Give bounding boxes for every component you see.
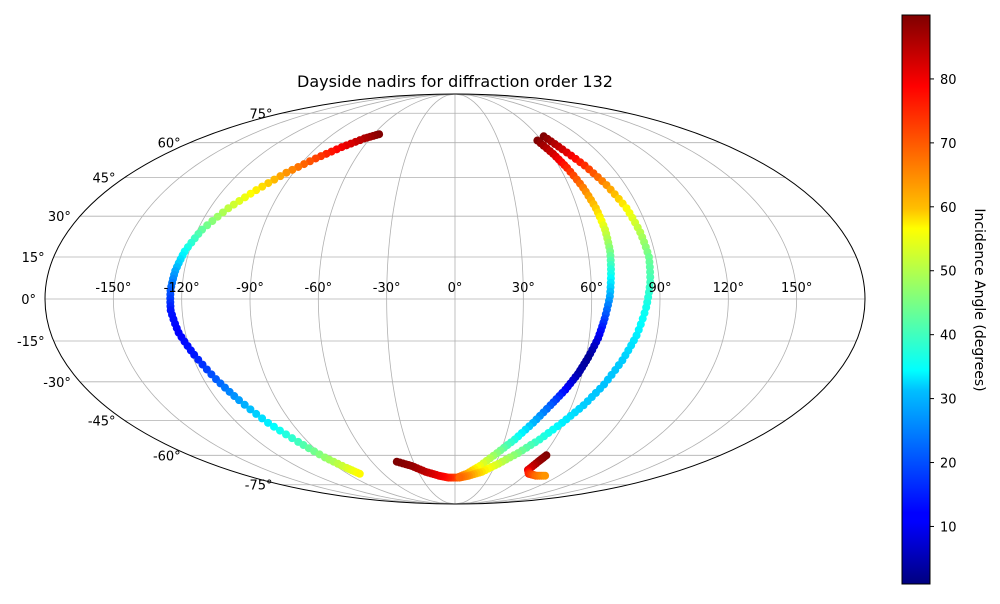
colorbar-tick-label: 60 [940, 201, 957, 216]
latitude-tick-labels: 75° 60° 45° 30° 15° 0° -15° -30° -45° -60° -75° [17, 107, 273, 493]
lat-tick-label: -45° [88, 414, 116, 429]
meridian-line [317, 94, 456, 504]
colorbar-tick-label: 70 [940, 137, 957, 152]
graticule-grid [45, 94, 865, 504]
data-point [258, 182, 267, 191]
meridian-line [454, 94, 729, 504]
data-point [269, 422, 278, 431]
lon-tick-label: 60° [580, 281, 603, 296]
data-point [264, 418, 273, 427]
lon-tick-label: 90° [648, 281, 671, 296]
data-point [218, 208, 227, 217]
map-boundary [44, 93, 866, 505]
colorbar-gradient [901, 14, 931, 585]
data-point [246, 405, 255, 414]
lat-tick-label: -75° [245, 479, 273, 494]
lon-tick-label: -60° [304, 281, 332, 296]
lat-tick-label: 15° [22, 251, 45, 266]
lat-tick-label: -15° [17, 335, 45, 350]
data-point [275, 426, 284, 435]
lat-tick-label: 75° [249, 107, 272, 122]
colorbar-tick-label: 50 [940, 265, 957, 280]
colorbar-tick-label: 30 [940, 393, 957, 408]
meridian-line [181, 94, 456, 504]
meridian-line [386, 94, 456, 504]
lon-tick-label: -150° [95, 281, 131, 296]
data-point [288, 165, 297, 174]
lat-tick-label: 60° [158, 137, 181, 152]
data-point [240, 400, 249, 409]
lat-tick-label: 0° [21, 293, 36, 308]
colorbar-label: Incidence Angle (degrees) [971, 208, 987, 391]
chart-title: Dayside nadirs for diffraction order 132 [297, 72, 613, 91]
data-point [541, 471, 550, 480]
meridian-line [112, 94, 456, 504]
data-point [288, 434, 297, 443]
colorbar: 10 20 30 40 50 60 70 80 Incidence Angle (degree… [901, 14, 987, 585]
lat-tick-label: 30° [48, 210, 71, 225]
data-point [392, 457, 401, 466]
lat-tick-label: -60° [153, 449, 181, 464]
longitude-tick-labels: -150° -120° -90° -60° -30° 0° 30° 60° 90° 120° 150… [95, 281, 812, 296]
colorbar-tick-label: 40 [940, 329, 957, 344]
colorbar-tick-label: 80 [940, 73, 957, 88]
data-point [235, 396, 244, 405]
data-points [166, 130, 655, 482]
data-point [224, 204, 233, 213]
lon-tick-label: 150° [781, 281, 812, 296]
data-point [294, 162, 303, 171]
lat-tick-label: -30° [43, 376, 71, 391]
meridian-line [454, 94, 798, 504]
colorbar-tick-label: 10 [940, 520, 957, 535]
data-point [264, 179, 273, 188]
lat-tick-label: 45° [93, 172, 116, 187]
data-point [282, 430, 291, 439]
lon-tick-label: -120° [164, 281, 200, 296]
lon-tick-label: 120° [713, 281, 744, 296]
data-point [258, 414, 267, 423]
colorbar-tick-label: 20 [940, 457, 957, 472]
lon-tick-label: 30° [512, 281, 535, 296]
meridian-line [454, 94, 661, 504]
colorbar-ticks: 10 20 30 40 50 60 70 80 [930, 73, 957, 535]
data-point [355, 469, 364, 478]
data-point [270, 175, 279, 184]
data-point [455, 473, 464, 482]
lon-tick-label: -30° [373, 281, 401, 296]
data-point [252, 409, 261, 418]
lon-tick-label: -90° [236, 281, 264, 296]
lon-tick-label: 0° [448, 281, 463, 296]
data-point [276, 172, 285, 181]
data-point [282, 168, 291, 177]
